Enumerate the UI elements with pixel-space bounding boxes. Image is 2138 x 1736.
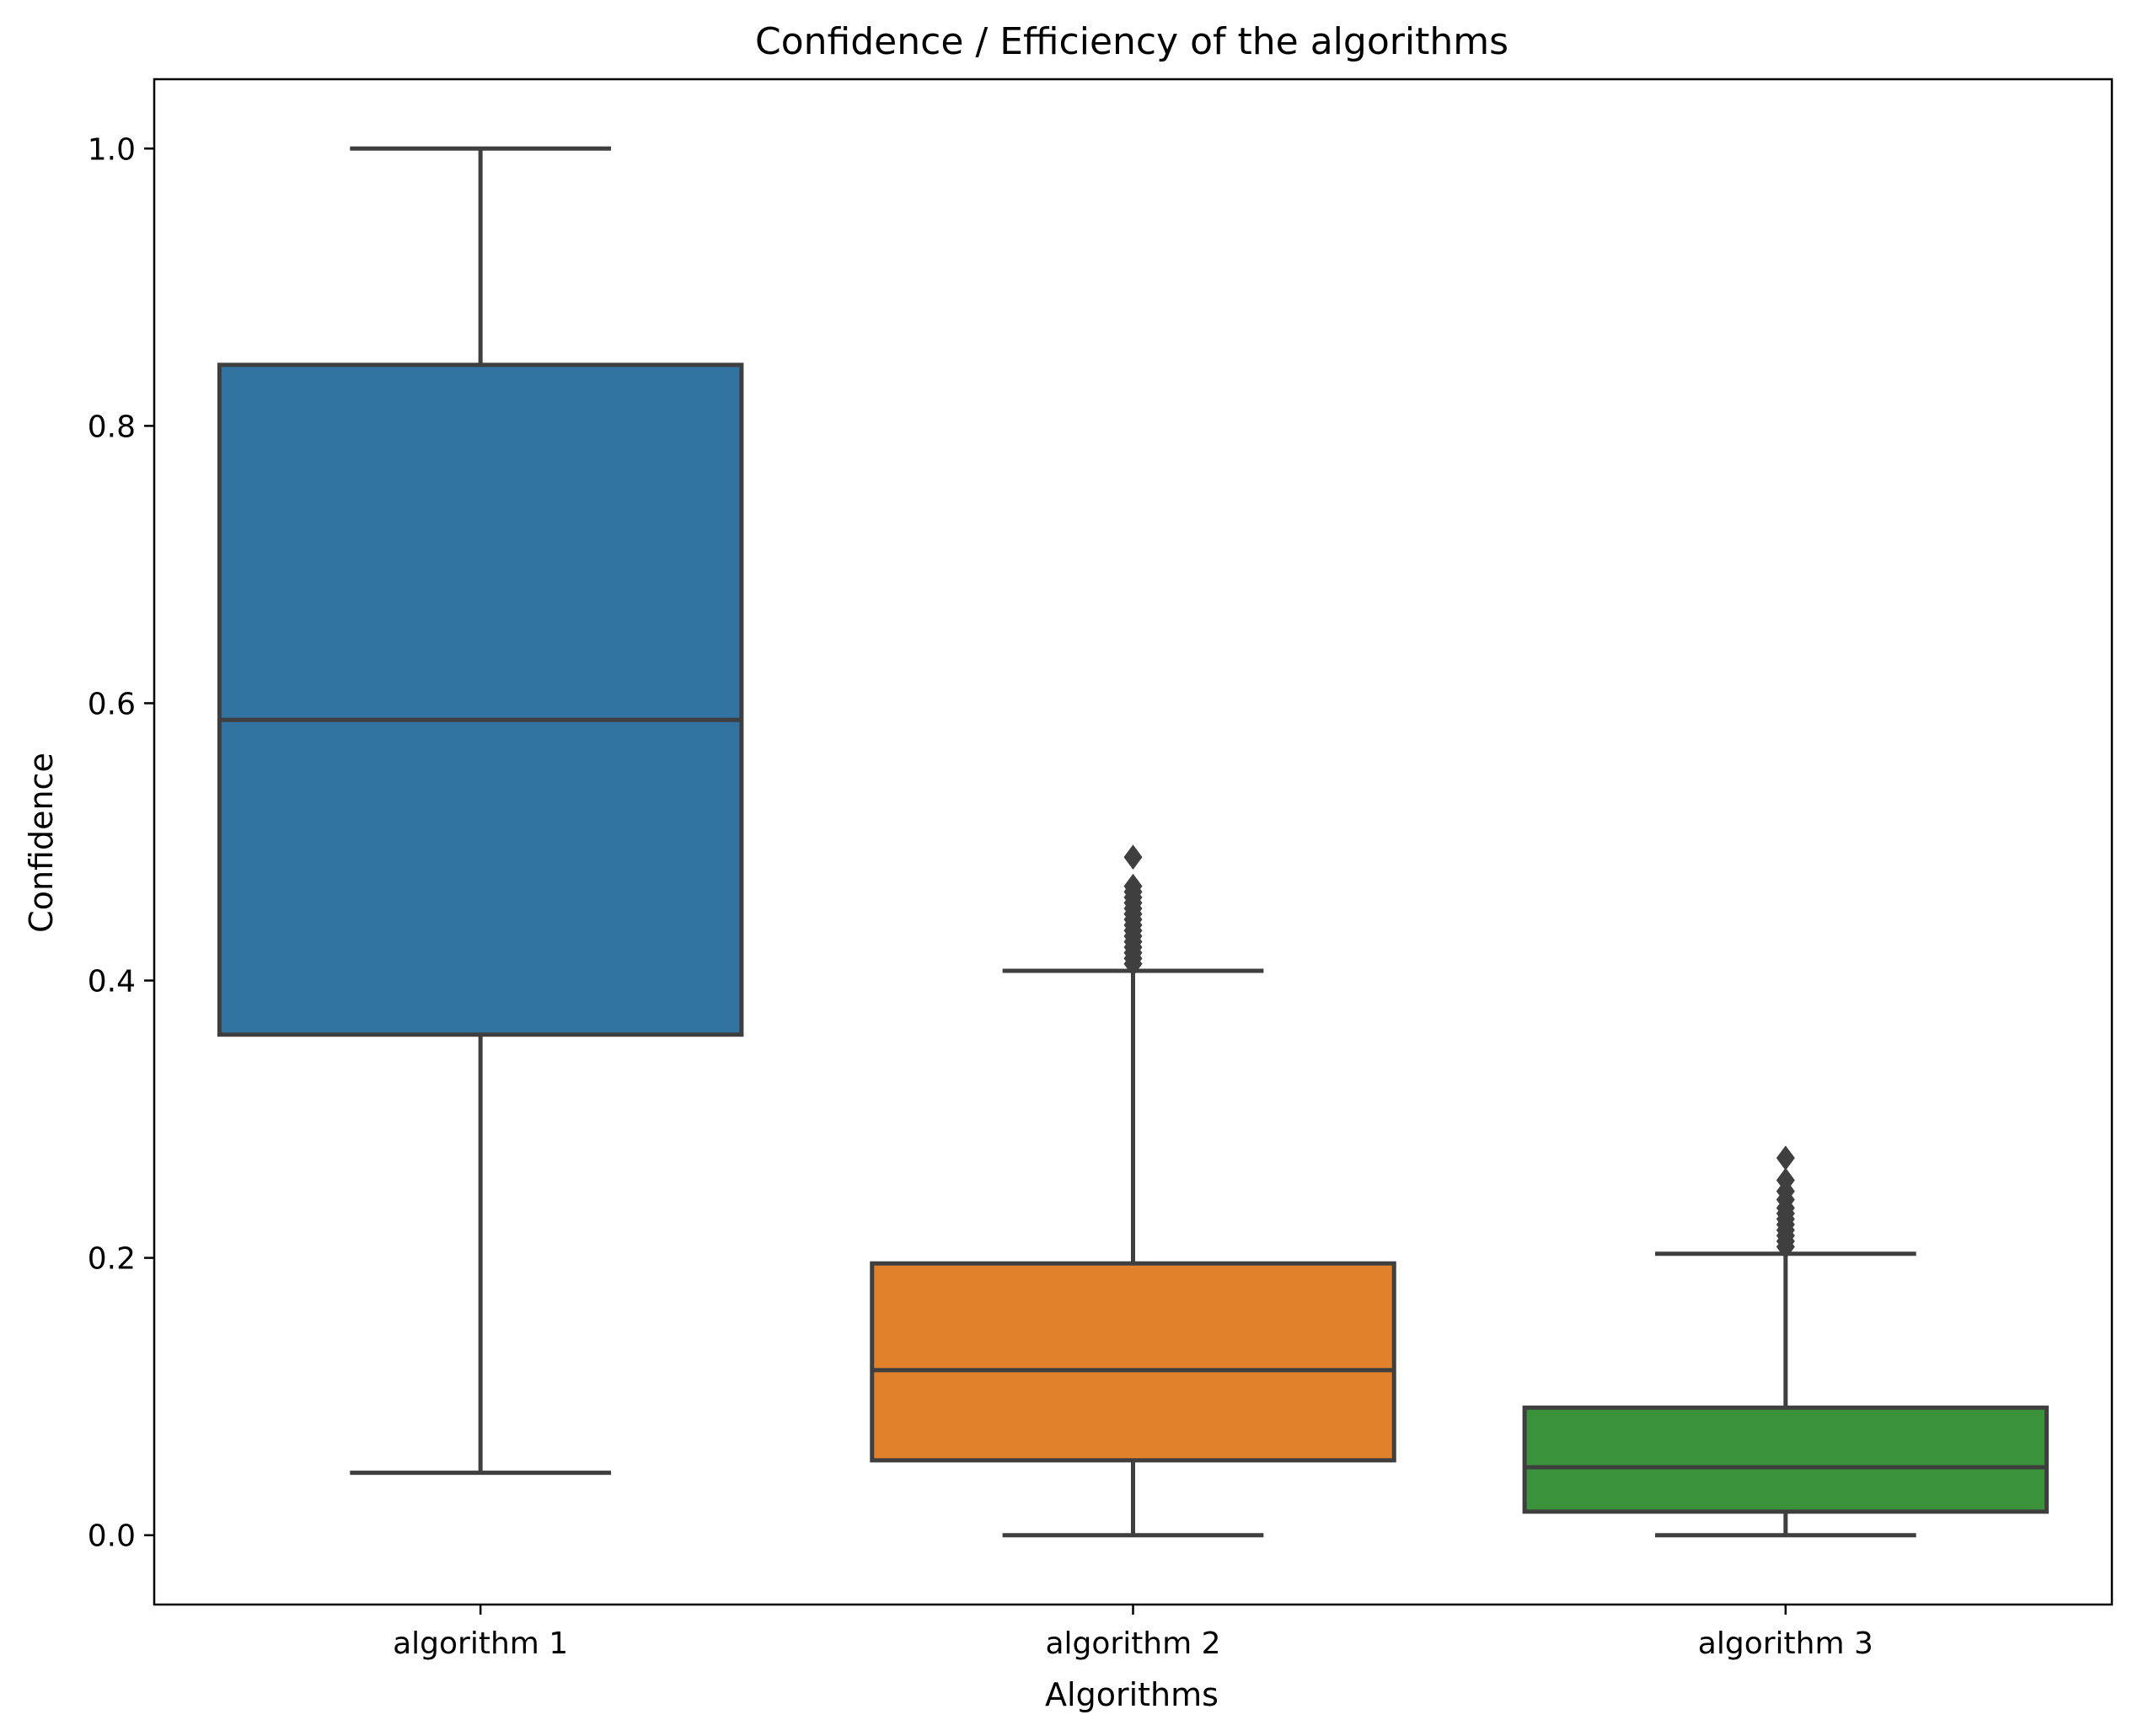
x-axis-label: Algorithms [1045,1676,1219,1713]
y-axis: 0.0 0.2 0.4 0.6 0.8 1.0 [88,132,154,1554]
y-tick-label: 1.0 [88,132,136,167]
x-axis: algorithm 1 algorithm 2 algorithm 3 [393,1605,1873,1661]
x-tick-label: algorithm 3 [1698,1626,1873,1661]
box-group-3 [1522,1145,2050,1538]
iqr-box [870,1261,1396,1463]
iqr-box [217,362,744,1037]
outlier-point [1123,844,1143,870]
y-tick-label: 0.2 [88,1242,136,1277]
boxes-layer [217,146,2050,1538]
outlier-point [1776,1167,1795,1193]
outlier-point [1776,1145,1795,1171]
x-tick-label: algorithm 2 [1045,1626,1220,1661]
y-axis-label: Confidence [23,753,60,933]
iqr-box [1522,1405,2050,1514]
y-tick-label: 0.8 [88,410,136,444]
outlier-point [1123,873,1143,899]
y-tick-label: 0.4 [88,965,136,999]
y-tick-label: 0.6 [88,687,136,721]
box-group-1 [217,146,744,1476]
y-tick-label: 0.0 [88,1519,136,1554]
x-tick-label: algorithm 1 [393,1626,568,1661]
box-group-2 [870,844,1396,1538]
chart-title: Confidence / Efficiency of the algorithm… [755,20,1508,63]
